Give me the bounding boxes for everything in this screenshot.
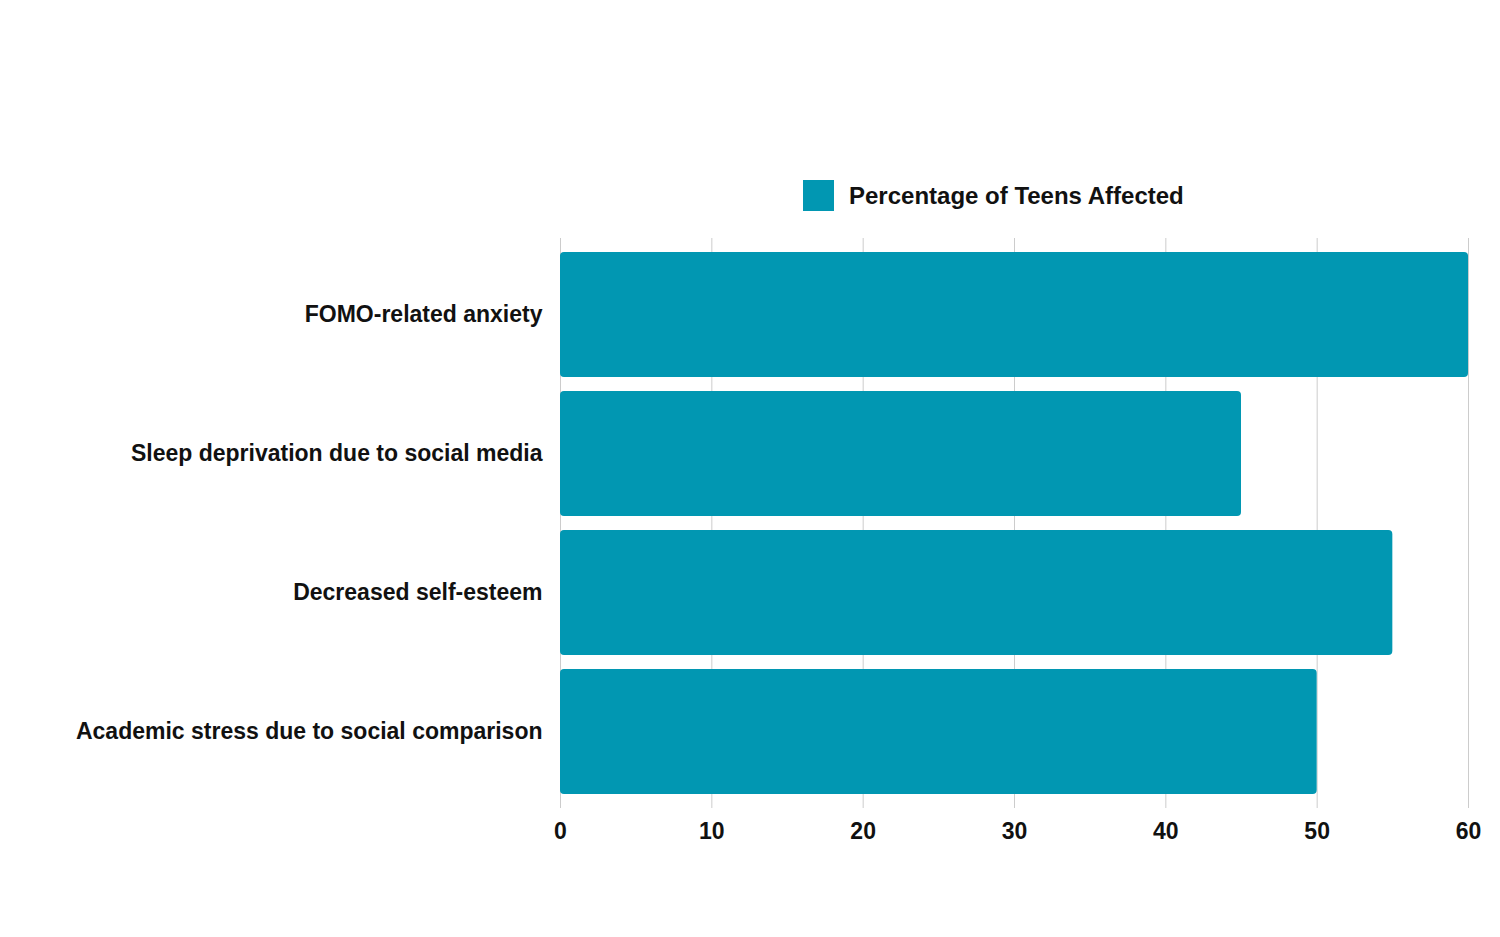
svg-text:0: 0 — [554, 818, 567, 844]
svg-text:30: 30 — [1002, 818, 1028, 844]
svg-text:Academic stress due to social: Academic stress due to social comparison — [76, 718, 543, 744]
svg-text:Decreased self-esteem: Decreased self-esteem — [293, 579, 542, 605]
svg-text:40: 40 — [1153, 818, 1179, 844]
svg-text:Sleep deprivation due to socia: Sleep deprivation due to social media — [131, 440, 543, 466]
svg-text:50: 50 — [1304, 818, 1330, 844]
html-text:Percentage of Teens Affected: Percentage of Teens Affected — [849, 181, 1184, 209]
svg-text:20: 20 — [850, 818, 876, 844]
svg-text:FOMO-related anxiety: FOMO-related anxiety — [305, 301, 543, 327]
svg-text:10: 10 — [699, 818, 725, 844]
svg-text:60: 60 — [1456, 818, 1482, 844]
